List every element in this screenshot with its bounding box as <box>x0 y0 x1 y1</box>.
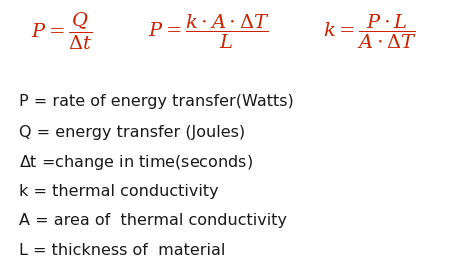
Text: L = thickness of  material: L = thickness of material <box>19 243 225 257</box>
Text: $P = \dfrac{k \cdot A \cdot \Delta T}{L}$: $P = \dfrac{k \cdot A \cdot \Delta T}{L}… <box>148 13 269 51</box>
Text: k = thermal conductivity: k = thermal conductivity <box>19 184 219 199</box>
Text: Q = energy transfer (Joules): Q = energy transfer (Joules) <box>19 126 245 140</box>
Text: A = area of  thermal conductivity: A = area of thermal conductivity <box>19 213 287 228</box>
Text: $k = \dfrac{P \cdot L}{A \cdot \Delta T}$: $k = \dfrac{P \cdot L}{A \cdot \Delta T}… <box>323 13 417 51</box>
Text: P = rate of energy transfer(Watts): P = rate of energy transfer(Watts) <box>19 94 294 109</box>
Text: $P = \dfrac{Q}{\Delta t}$: $P = \dfrac{Q}{\Delta t}$ <box>31 11 92 52</box>
Text: $\Delta$t =change in time(seconds): $\Delta$t =change in time(seconds) <box>19 153 253 172</box>
